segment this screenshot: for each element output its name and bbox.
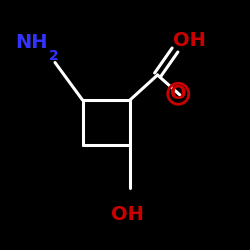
Text: 2: 2 (49, 49, 58, 63)
Text: OH: OH (111, 206, 144, 225)
Text: O: O (170, 84, 186, 103)
Text: NH: NH (15, 33, 48, 52)
Text: OH: OH (172, 30, 206, 50)
